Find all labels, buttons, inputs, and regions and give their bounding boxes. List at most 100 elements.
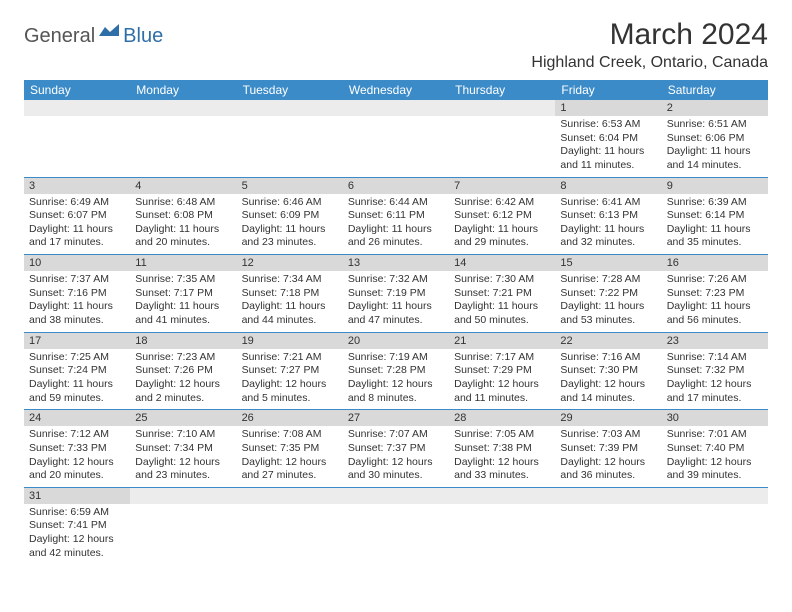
day-body: Sunrise: 7:12 AMSunset: 7:33 PMDaylight:… bbox=[24, 426, 130, 487]
daylight-line1: Daylight: 11 hours bbox=[560, 145, 656, 159]
calendar-cell: 24Sunrise: 7:12 AMSunset: 7:33 PMDayligh… bbox=[24, 410, 130, 488]
sunrise-text: Sunrise: 6:44 AM bbox=[348, 196, 444, 210]
sunset-text: Sunset: 7:34 PM bbox=[135, 442, 231, 456]
calendar-cell: 1Sunrise: 6:53 AMSunset: 6:04 PMDaylight… bbox=[555, 100, 661, 177]
logo: General Blue bbox=[24, 24, 163, 49]
daylight-line2: and 44 minutes. bbox=[242, 314, 338, 328]
calendar-cell: 18Sunrise: 7:23 AMSunset: 7:26 PMDayligh… bbox=[130, 332, 236, 410]
daylight-line1: Daylight: 12 hours bbox=[560, 378, 656, 392]
day-body: Sunrise: 7:14 AMSunset: 7:32 PMDaylight:… bbox=[662, 349, 768, 410]
day-header: Thursday bbox=[449, 80, 555, 100]
daylight-line2: and 14 minutes. bbox=[560, 392, 656, 406]
day-number: 30 bbox=[662, 410, 768, 426]
day-body: Sunrise: 7:25 AMSunset: 7:24 PMDaylight:… bbox=[24, 349, 130, 410]
daylight-line1: Daylight: 12 hours bbox=[29, 533, 125, 547]
day-body: Sunrise: 6:49 AMSunset: 6:07 PMDaylight:… bbox=[24, 194, 130, 255]
daylight-line2: and 23 minutes. bbox=[135, 469, 231, 483]
sunset-text: Sunset: 7:32 PM bbox=[667, 364, 763, 378]
daylight-line2: and 36 minutes. bbox=[560, 469, 656, 483]
day-number: 1 bbox=[555, 100, 661, 116]
calendar-cell: 15Sunrise: 7:28 AMSunset: 7:22 PMDayligh… bbox=[555, 255, 661, 333]
calendar-cell: 9Sunrise: 6:39 AMSunset: 6:14 PMDaylight… bbox=[662, 177, 768, 255]
calendar-cell: 8Sunrise: 6:41 AMSunset: 6:13 PMDaylight… bbox=[555, 177, 661, 255]
daylight-line2: and 11 minutes. bbox=[560, 159, 656, 173]
logo-text-blue: Blue bbox=[123, 25, 163, 48]
calendar-cell: 2Sunrise: 6:51 AMSunset: 6:06 PMDaylight… bbox=[662, 100, 768, 177]
sunrise-text: Sunrise: 7:26 AM bbox=[667, 273, 763, 287]
daylight-line1: Daylight: 11 hours bbox=[454, 223, 550, 237]
calendar-cell bbox=[343, 487, 449, 564]
calendar-cell bbox=[130, 100, 236, 177]
sunset-text: Sunset: 6:06 PM bbox=[667, 132, 763, 146]
calendar-cell bbox=[237, 487, 343, 564]
daylight-line2: and 53 minutes. bbox=[560, 314, 656, 328]
calendar-header-row: SundayMondayTuesdayWednesdayThursdayFrid… bbox=[24, 80, 768, 100]
daylight-line1: Daylight: 11 hours bbox=[667, 223, 763, 237]
day-number: 21 bbox=[449, 333, 555, 349]
day-body: Sunrise: 7:37 AMSunset: 7:16 PMDaylight:… bbox=[24, 271, 130, 332]
sunrise-text: Sunrise: 7:32 AM bbox=[348, 273, 444, 287]
day-header: Sunday bbox=[24, 80, 130, 100]
sunset-text: Sunset: 7:24 PM bbox=[29, 364, 125, 378]
sunrise-text: Sunrise: 6:41 AM bbox=[560, 196, 656, 210]
calendar-cell bbox=[24, 100, 130, 177]
daylight-line2: and 11 minutes. bbox=[454, 392, 550, 406]
daynum-empty bbox=[130, 100, 236, 116]
daynum-empty bbox=[449, 488, 555, 504]
calendar-cell: 28Sunrise: 7:05 AMSunset: 7:38 PMDayligh… bbox=[449, 410, 555, 488]
calendar-cell: 19Sunrise: 7:21 AMSunset: 7:27 PMDayligh… bbox=[237, 332, 343, 410]
calendar-cell: 20Sunrise: 7:19 AMSunset: 7:28 PMDayligh… bbox=[343, 332, 449, 410]
daylight-line2: and 56 minutes. bbox=[667, 314, 763, 328]
day-number: 14 bbox=[449, 255, 555, 271]
sunset-text: Sunset: 7:21 PM bbox=[454, 287, 550, 301]
day-number: 10 bbox=[24, 255, 130, 271]
day-body: Sunrise: 7:32 AMSunset: 7:19 PMDaylight:… bbox=[343, 271, 449, 332]
sunset-text: Sunset: 6:09 PM bbox=[242, 209, 338, 223]
daylight-line1: Daylight: 11 hours bbox=[29, 378, 125, 392]
title-block: March 2024 Highland Creek, Ontario, Cana… bbox=[531, 18, 768, 72]
day-body: Sunrise: 7:34 AMSunset: 7:18 PMDaylight:… bbox=[237, 271, 343, 332]
sunrise-text: Sunrise: 6:46 AM bbox=[242, 196, 338, 210]
daylight-line2: and 59 minutes. bbox=[29, 392, 125, 406]
daylight-line2: and 35 minutes. bbox=[667, 236, 763, 250]
sunset-text: Sunset: 7:39 PM bbox=[560, 442, 656, 456]
day-body: Sunrise: 7:30 AMSunset: 7:21 PMDaylight:… bbox=[449, 271, 555, 332]
calendar-cell: 16Sunrise: 7:26 AMSunset: 7:23 PMDayligh… bbox=[662, 255, 768, 333]
sunset-text: Sunset: 7:19 PM bbox=[348, 287, 444, 301]
sunset-text: Sunset: 7:26 PM bbox=[135, 364, 231, 378]
daylight-line1: Daylight: 11 hours bbox=[135, 300, 231, 314]
day-number: 4 bbox=[130, 178, 236, 194]
daylight-line1: Daylight: 12 hours bbox=[135, 378, 231, 392]
daylight-line1: Daylight: 11 hours bbox=[667, 300, 763, 314]
day-header: Wednesday bbox=[343, 80, 449, 100]
day-body: Sunrise: 7:05 AMSunset: 7:38 PMDaylight:… bbox=[449, 426, 555, 487]
calendar-cell: 10Sunrise: 7:37 AMSunset: 7:16 PMDayligh… bbox=[24, 255, 130, 333]
location-subtitle: Highland Creek, Ontario, Canada bbox=[531, 54, 768, 72]
daylight-line1: Daylight: 12 hours bbox=[454, 378, 550, 392]
daylight-line2: and 30 minutes. bbox=[348, 469, 444, 483]
calendar-cell: 25Sunrise: 7:10 AMSunset: 7:34 PMDayligh… bbox=[130, 410, 236, 488]
sunrise-text: Sunrise: 7:28 AM bbox=[560, 273, 656, 287]
daynum-empty bbox=[662, 488, 768, 504]
logo-text-general: General bbox=[24, 25, 95, 48]
flag-icon bbox=[99, 24, 121, 41]
sunset-text: Sunset: 6:08 PM bbox=[135, 209, 231, 223]
day-body: Sunrise: 7:26 AMSunset: 7:23 PMDaylight:… bbox=[662, 271, 768, 332]
day-number: 29 bbox=[555, 410, 661, 426]
day-header: Friday bbox=[555, 80, 661, 100]
day-body: Sunrise: 7:01 AMSunset: 7:40 PMDaylight:… bbox=[662, 426, 768, 487]
sunrise-text: Sunrise: 7:30 AM bbox=[454, 273, 550, 287]
sunrise-text: Sunrise: 7:12 AM bbox=[29, 428, 125, 442]
calendar-cell: 3Sunrise: 6:49 AMSunset: 6:07 PMDaylight… bbox=[24, 177, 130, 255]
daylight-line1: Daylight: 11 hours bbox=[242, 300, 338, 314]
daylight-line2: and 2 minutes. bbox=[135, 392, 231, 406]
sunset-text: Sunset: 7:22 PM bbox=[560, 287, 656, 301]
daylight-line1: Daylight: 12 hours bbox=[667, 378, 763, 392]
day-body: Sunrise: 6:51 AMSunset: 6:06 PMDaylight:… bbox=[662, 116, 768, 177]
day-number: 25 bbox=[130, 410, 236, 426]
sunset-text: Sunset: 6:11 PM bbox=[348, 209, 444, 223]
day-number: 22 bbox=[555, 333, 661, 349]
day-number: 17 bbox=[24, 333, 130, 349]
day-body: Sunrise: 6:53 AMSunset: 6:04 PMDaylight:… bbox=[555, 116, 661, 177]
daylight-line1: Daylight: 11 hours bbox=[348, 223, 444, 237]
